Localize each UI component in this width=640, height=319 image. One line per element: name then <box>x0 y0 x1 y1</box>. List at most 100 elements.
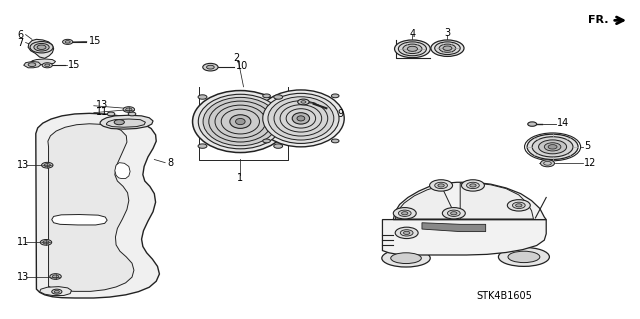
Circle shape <box>438 184 444 187</box>
Ellipse shape <box>230 115 251 128</box>
Text: 11: 11 <box>17 237 29 247</box>
Text: 14: 14 <box>557 118 570 129</box>
Circle shape <box>394 208 416 219</box>
Circle shape <box>544 143 561 151</box>
Ellipse shape <box>268 97 334 140</box>
Polygon shape <box>422 223 486 232</box>
Polygon shape <box>394 182 546 219</box>
Circle shape <box>45 64 50 67</box>
Polygon shape <box>40 286 72 295</box>
Ellipse shape <box>193 91 288 152</box>
Circle shape <box>63 39 73 44</box>
Text: FR.: FR. <box>588 15 608 25</box>
Ellipse shape <box>297 116 305 121</box>
Polygon shape <box>115 163 130 178</box>
Polygon shape <box>32 59 56 65</box>
Ellipse shape <box>221 109 259 134</box>
Polygon shape <box>383 219 546 255</box>
Ellipse shape <box>209 101 272 142</box>
Ellipse shape <box>391 253 421 263</box>
Text: 6: 6 <box>17 30 24 40</box>
Ellipse shape <box>236 118 245 125</box>
Circle shape <box>301 101 306 103</box>
Polygon shape <box>24 62 41 68</box>
Circle shape <box>128 112 136 116</box>
Circle shape <box>40 240 52 245</box>
Circle shape <box>37 45 46 49</box>
Circle shape <box>332 139 339 143</box>
Polygon shape <box>395 185 457 219</box>
Circle shape <box>198 144 207 148</box>
Circle shape <box>43 241 49 244</box>
Circle shape <box>403 231 410 234</box>
Text: 13: 13 <box>96 100 108 110</box>
Circle shape <box>527 134 578 160</box>
Text: 3: 3 <box>444 28 451 38</box>
Ellipse shape <box>292 113 310 124</box>
Circle shape <box>42 63 52 68</box>
Polygon shape <box>100 115 153 129</box>
Circle shape <box>30 41 53 53</box>
Circle shape <box>207 65 214 69</box>
Text: 9: 9 <box>338 109 344 119</box>
Circle shape <box>398 42 426 56</box>
Circle shape <box>274 144 283 148</box>
Text: 4: 4 <box>410 29 415 39</box>
Text: 10: 10 <box>236 61 248 71</box>
Text: 15: 15 <box>90 36 102 46</box>
Ellipse shape <box>382 249 430 267</box>
Circle shape <box>513 202 525 209</box>
Circle shape <box>263 139 270 143</box>
Circle shape <box>435 42 460 55</box>
Circle shape <box>442 208 465 219</box>
Ellipse shape <box>274 101 328 136</box>
Text: 5: 5 <box>584 141 590 151</box>
Circle shape <box>332 94 339 98</box>
Circle shape <box>50 274 61 279</box>
Circle shape <box>274 95 283 99</box>
Circle shape <box>298 99 309 105</box>
Text: 15: 15 <box>68 60 81 70</box>
Polygon shape <box>28 39 54 58</box>
Circle shape <box>461 180 484 191</box>
Ellipse shape <box>508 251 540 263</box>
Circle shape <box>431 40 464 56</box>
Circle shape <box>443 46 452 50</box>
Circle shape <box>540 160 554 167</box>
Text: 2: 2 <box>233 53 239 63</box>
Circle shape <box>539 140 566 154</box>
Circle shape <box>470 184 476 187</box>
Circle shape <box>467 182 479 189</box>
Circle shape <box>407 46 417 51</box>
Circle shape <box>395 227 418 239</box>
Ellipse shape <box>499 248 549 266</box>
Polygon shape <box>52 214 107 225</box>
Text: STK4B1605: STK4B1605 <box>477 291 532 301</box>
Circle shape <box>401 212 408 215</box>
Ellipse shape <box>257 90 344 147</box>
Circle shape <box>429 180 452 191</box>
Circle shape <box>532 137 573 157</box>
Circle shape <box>54 290 60 293</box>
Ellipse shape <box>280 105 322 132</box>
Text: 8: 8 <box>167 158 173 168</box>
Circle shape <box>516 204 522 207</box>
Circle shape <box>508 200 531 211</box>
Circle shape <box>107 112 115 116</box>
Ellipse shape <box>203 97 278 146</box>
Text: 11: 11 <box>96 107 108 117</box>
Text: 13: 13 <box>17 160 29 170</box>
Circle shape <box>398 210 411 216</box>
Circle shape <box>203 63 218 71</box>
Circle shape <box>548 145 557 149</box>
Circle shape <box>123 107 134 112</box>
Circle shape <box>65 41 70 43</box>
Circle shape <box>42 162 53 168</box>
Circle shape <box>447 210 460 216</box>
Circle shape <box>198 95 207 99</box>
Circle shape <box>44 164 51 167</box>
Circle shape <box>528 122 537 126</box>
Circle shape <box>34 43 49 51</box>
Circle shape <box>28 63 36 67</box>
Circle shape <box>435 182 447 189</box>
